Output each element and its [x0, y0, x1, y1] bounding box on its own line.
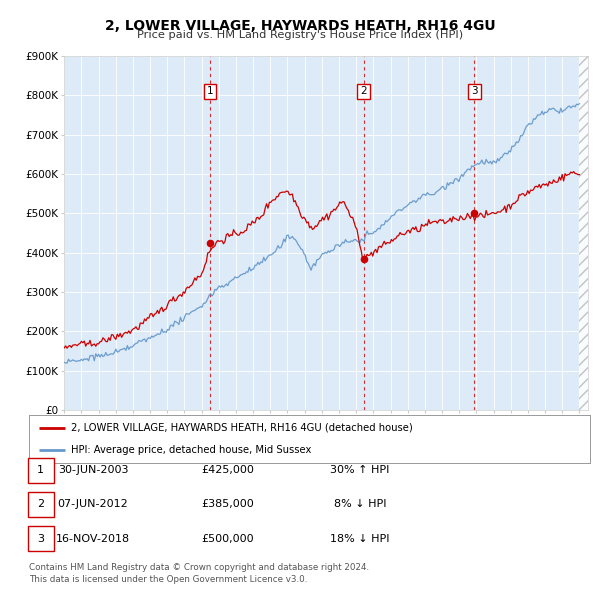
Text: 2, LOWER VILLAGE, HAYWARDS HEATH, RH16 4GU (detached house): 2, LOWER VILLAGE, HAYWARDS HEATH, RH16 4… — [71, 423, 413, 433]
Text: 2, LOWER VILLAGE, HAYWARDS HEATH, RH16 4GU: 2, LOWER VILLAGE, HAYWARDS HEATH, RH16 4… — [104, 19, 496, 33]
Text: £500,000: £500,000 — [202, 534, 254, 543]
Text: 18% ↓ HPI: 18% ↓ HPI — [330, 534, 390, 543]
Text: £385,000: £385,000 — [202, 500, 254, 509]
Text: 30-JUN-2003: 30-JUN-2003 — [58, 466, 128, 475]
Text: 8% ↓ HPI: 8% ↓ HPI — [334, 500, 386, 509]
Bar — [580, 56, 588, 410]
Text: Price paid vs. HM Land Registry's House Price Index (HPI): Price paid vs. HM Land Registry's House … — [137, 30, 463, 40]
Text: HPI: Average price, detached house, Mid Sussex: HPI: Average price, detached house, Mid … — [71, 445, 311, 455]
Text: 16-NOV-2018: 16-NOV-2018 — [56, 534, 130, 543]
Text: 3: 3 — [37, 534, 44, 543]
Text: 2: 2 — [37, 500, 44, 509]
Text: 1: 1 — [37, 466, 44, 475]
Polygon shape — [580, 56, 588, 410]
Text: 2: 2 — [361, 87, 367, 96]
Text: 30% ↑ HPI: 30% ↑ HPI — [331, 466, 389, 475]
Text: 3: 3 — [471, 87, 478, 96]
Text: Contains HM Land Registry data © Crown copyright and database right 2024.
This d: Contains HM Land Registry data © Crown c… — [29, 563, 369, 584]
Text: £425,000: £425,000 — [202, 466, 254, 475]
Text: 07-JUN-2012: 07-JUN-2012 — [58, 500, 128, 509]
Text: 1: 1 — [207, 87, 214, 96]
